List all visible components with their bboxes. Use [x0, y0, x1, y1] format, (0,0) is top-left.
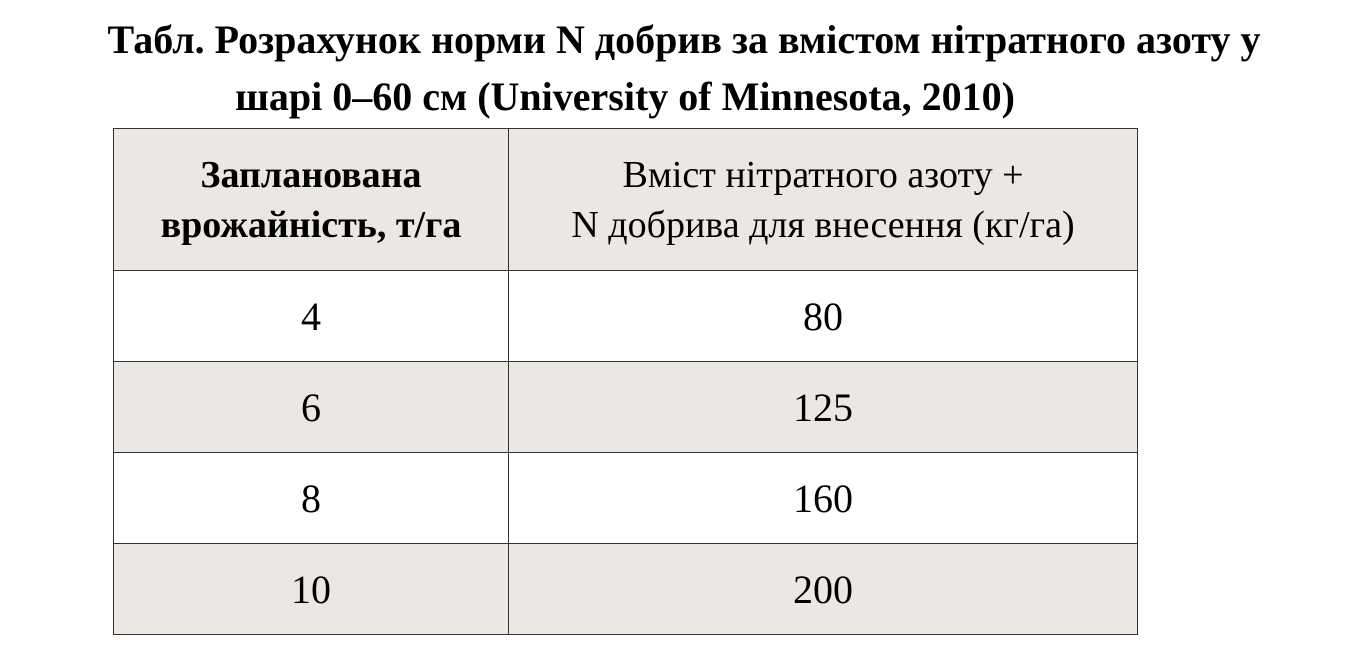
title: шарі 0–60 см (University of Minnesota, 2…: [235, 74, 1015, 119]
table-cell: 4: [113, 270, 509, 362]
table-cell: 160: [508, 452, 1138, 544]
table-row: 8 160: [113, 452, 1138, 544]
table: Запланована врожайність, т/га Вміст нітр…: [113, 128, 1138, 635]
table-row: 10 200: [113, 543, 1138, 635]
header-cell: Вміст нітратного азоту + N добрива для в…: [508, 128, 1138, 271]
table-cell: 10: [113, 543, 509, 635]
table-cell: 80: [508, 270, 1138, 362]
header-row: Запланована врожайність, т/га Вміст нітр…: [113, 128, 1138, 271]
header-cell: Запланована врожайність, т/га: [113, 128, 509, 271]
table-row: 6 125: [113, 361, 1138, 453]
table-cell: 200: [508, 543, 1138, 635]
table-row: 4 80: [113, 270, 1138, 362]
table-cell: 125: [508, 361, 1138, 453]
title: Табл. Розрахунок норми N добрив за вміст…: [107, 17, 1261, 62]
table-cell: 6: [113, 361, 509, 453]
table-cell: 8: [113, 452, 509, 544]
table-body: 4 80 6 125 8 160 10 200: [113, 270, 1138, 635]
